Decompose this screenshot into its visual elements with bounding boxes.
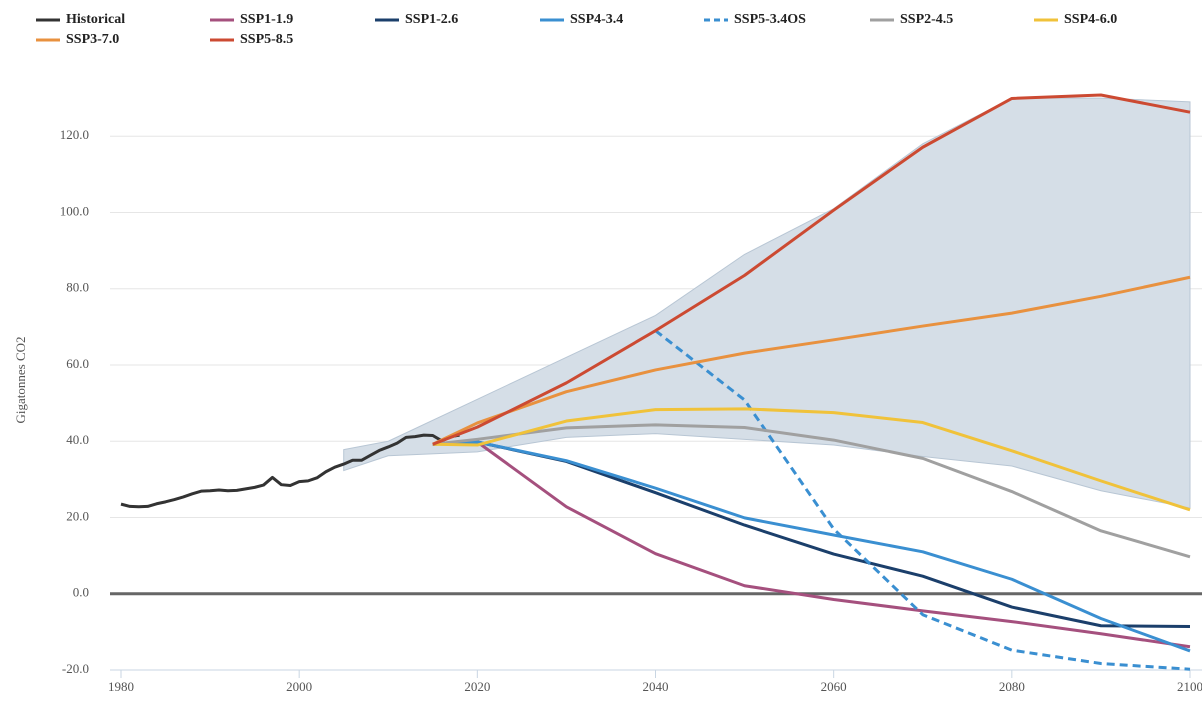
y-tick-label: 80.0 bbox=[66, 280, 89, 295]
legend-label: SSP3-7.0 bbox=[66, 32, 119, 47]
y-tick-label: 120.0 bbox=[60, 127, 89, 142]
series-line bbox=[432, 93, 1191, 446]
legend-label: SSP2-4.5 bbox=[900, 12, 953, 27]
y-axis-label: Gigatonnes CO2 bbox=[13, 336, 28, 423]
x-tick-label: 2000 bbox=[286, 679, 312, 694]
legend-label: SSP1-1.9 bbox=[240, 12, 293, 27]
x-tick-label: 2080 bbox=[999, 679, 1025, 694]
x-tick-label: 2020 bbox=[464, 679, 490, 694]
series-line bbox=[432, 440, 1191, 649]
y-tick-label: 40.0 bbox=[66, 432, 89, 447]
x-tick-label: 2100 bbox=[1177, 679, 1202, 694]
series-line bbox=[432, 440, 1191, 653]
legend-label: SSP1-2.6 bbox=[405, 12, 458, 27]
legend-label: SSP4-6.0 bbox=[1064, 12, 1117, 27]
y-tick-label: 0.0 bbox=[73, 585, 89, 600]
legend-label: SSP4-3.4 bbox=[570, 12, 623, 27]
legend-label: Historical bbox=[66, 12, 125, 27]
legend-label: SSP5-3.4OS bbox=[734, 12, 806, 27]
series-line bbox=[120, 433, 460, 509]
legend-label: SSP5-8.5 bbox=[240, 32, 293, 47]
y-tick-label: 100.0 bbox=[60, 203, 89, 218]
y-tick-label: 20.0 bbox=[66, 508, 89, 523]
series-line bbox=[432, 407, 1191, 512]
series-line bbox=[654, 329, 1191, 671]
x-tick-label: 1980 bbox=[108, 679, 134, 694]
y-tick-label: 60.0 bbox=[66, 356, 89, 371]
x-tick-label: 2040 bbox=[643, 679, 669, 694]
y-tick-label: -20.0 bbox=[62, 661, 89, 676]
range-band bbox=[343, 97, 1191, 509]
x-tick-label: 2060 bbox=[821, 679, 847, 694]
series-line bbox=[432, 275, 1191, 446]
